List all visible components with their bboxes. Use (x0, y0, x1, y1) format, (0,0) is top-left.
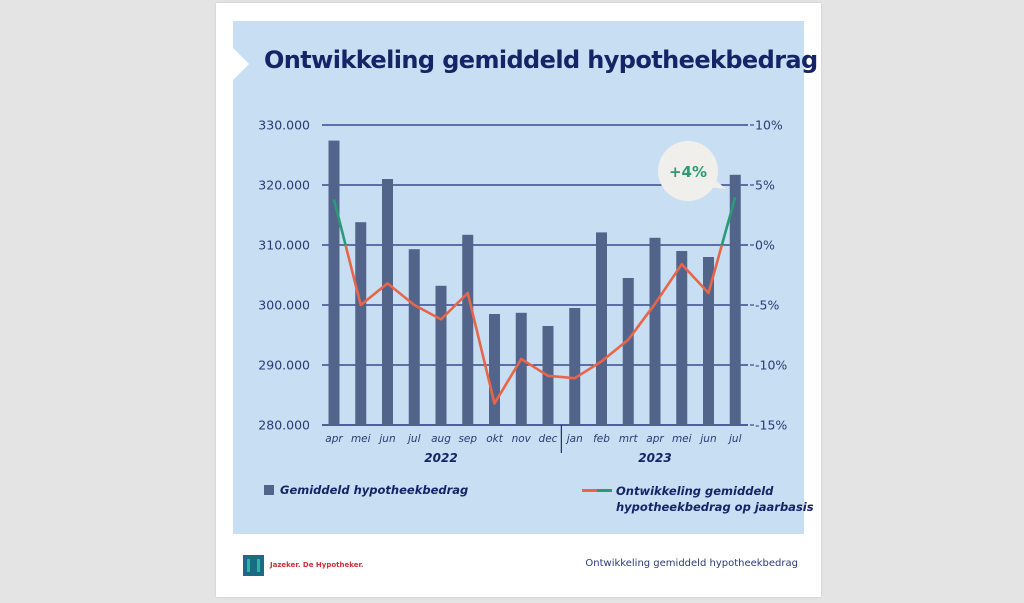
bar (569, 308, 581, 425)
x-tick-label: mei (351, 433, 371, 445)
x-tick-label: nov (512, 433, 532, 445)
chart-title: Ontwikkeling gemiddeld hypotheekbedrag (264, 46, 818, 74)
y-right-tick-label: -10% (755, 358, 787, 373)
x-tick-label: jan (565, 433, 583, 445)
annotation-bubble (658, 141, 718, 201)
year-label: 2022 (424, 451, 457, 465)
y-left-tick-label: 290.000 (258, 358, 310, 373)
footer-brand: Jazeker. De Hypotheker. (270, 561, 364, 569)
y-right-tick-label: -15% (755, 418, 787, 433)
x-tick-label: apr (646, 433, 664, 445)
legend-bar-label: Gemiddeld hypotheekbedrag (280, 483, 469, 497)
x-tick-label: jul (406, 433, 421, 445)
bar (676, 251, 688, 425)
y-right-tick-label: 0% (755, 238, 775, 253)
y-left-tick-label: 280.000 (258, 418, 310, 433)
y-left-tick-label: 320.000 (258, 178, 310, 193)
bar (355, 222, 367, 425)
yoy-line-green-end (720, 196, 737, 246)
legend-item-line: Ontwikkeling gemiddeld hypotheekbedrag o… (582, 483, 814, 515)
x-axis-labels: apr mei jun jul aug sep okt nov dec jan feb mrt apr m… (325, 425, 742, 465)
x-tick-label: jul (727, 433, 742, 445)
x-tick-label: mrt (619, 433, 639, 445)
x-tick-label: feb (593, 433, 610, 445)
footer-caption: Ontwikkeling gemiddeld hypotheekbedrag (585, 558, 798, 569)
y-right-tick-label: 10% (755, 118, 783, 133)
bar (703, 257, 714, 425)
left-axis-labels: 280.000 290.000 300.000 310.000 320.000 330.0… (258, 118, 310, 433)
bar (622, 278, 634, 425)
right-axis-labels: -15% -10% -5% 0% 5% 10% (755, 118, 787, 433)
x-tick-label: okt (486, 433, 504, 445)
bar (515, 312, 527, 425)
yoy-line-orange (344, 244, 724, 405)
annotation-text: +4% (669, 163, 707, 181)
bar (462, 234, 474, 425)
legend-line-label: Ontwikkeling gemiddeld hypotheekbedrag o… (616, 483, 814, 515)
legend-bar-swatch (264, 485, 274, 495)
bar (729, 174, 741, 425)
x-tick-label: jun (698, 433, 716, 445)
y-left-tick-label: 330.000 (258, 118, 310, 133)
yoy-line-green-start (332, 199, 347, 246)
bar (489, 314, 500, 425)
bar (328, 140, 340, 425)
x-tick-label: sep (458, 433, 477, 445)
y-right-tick-label: 5% (755, 178, 775, 193)
y-left-tick-label: 300.000 (258, 298, 310, 313)
y-right-tick-label: -5% (755, 298, 779, 313)
legend-item-bar: Gemiddeld hypotheekbedrag (264, 483, 468, 497)
x-tick-label: apr (325, 433, 343, 445)
annotation-bubble-tail (706, 177, 726, 189)
brand-logo-icon (243, 555, 264, 576)
y-left-tick-label: 310.000 (258, 238, 310, 253)
bar (435, 285, 447, 425)
x-tick-label: mei (672, 433, 692, 445)
bar (596, 232, 607, 425)
annotation: +4% (658, 141, 726, 201)
x-tick-label: dec (539, 433, 558, 445)
legend-line-swatch (582, 489, 612, 492)
x-tick-label: aug (431, 433, 451, 445)
bar (408, 249, 420, 425)
bar (382, 179, 393, 425)
panel-notch (233, 48, 249, 80)
x-tick-label: jun (377, 433, 395, 445)
bar (649, 237, 661, 425)
year-label: 2023 (638, 451, 671, 465)
legend-line-label-2: hypotheekbedrag op jaarbasis (616, 500, 814, 514)
yoy-line (332, 196, 737, 405)
legend-line-label-1: Ontwikkeling gemiddeld (616, 484, 774, 498)
